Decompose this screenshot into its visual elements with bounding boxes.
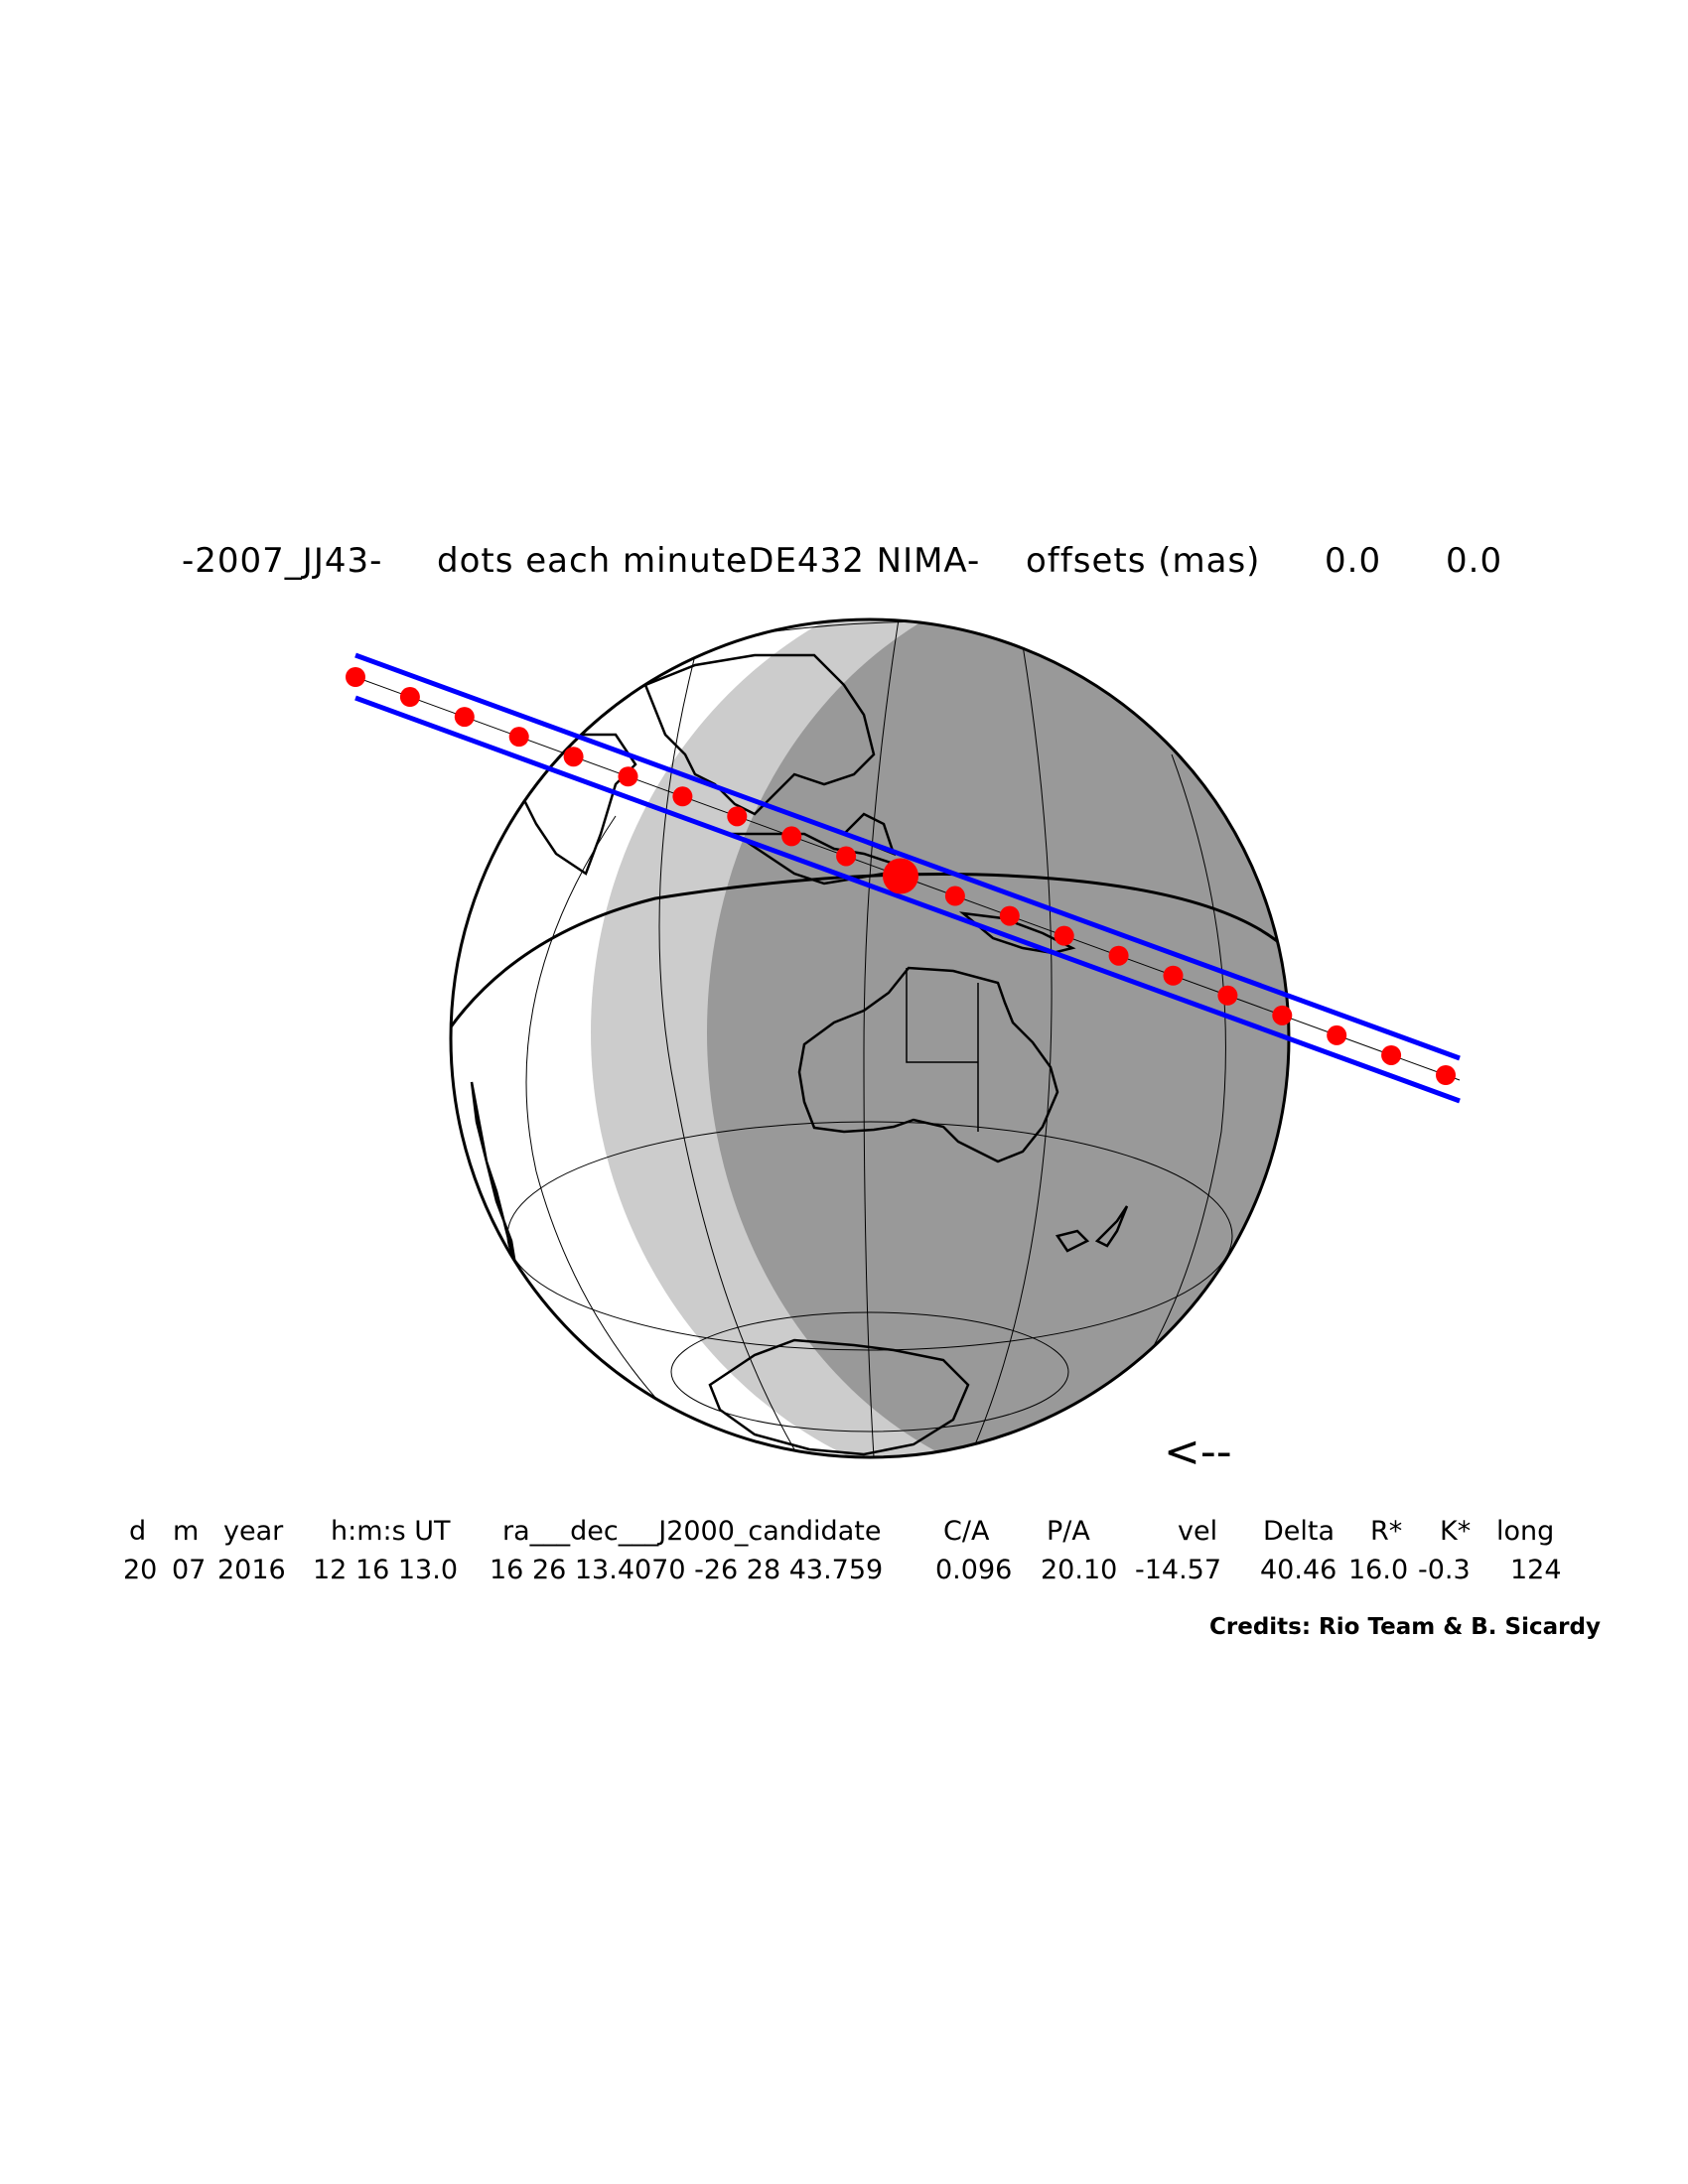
table-header: C/A xyxy=(943,1516,990,1547)
offset-dec-value: 0.0 xyxy=(1446,541,1503,581)
table-header: K* xyxy=(1440,1516,1472,1547)
minute-dot xyxy=(672,786,693,807)
minute-dot xyxy=(1108,945,1129,966)
minute-dot xyxy=(618,766,638,787)
minute-dot xyxy=(727,806,748,827)
antarctica-outline xyxy=(708,1338,970,1456)
minute-dot xyxy=(399,687,420,708)
table-header: Delta xyxy=(1263,1516,1336,1547)
closest-approach-dot xyxy=(883,858,918,894)
table-value: 16.0 xyxy=(1348,1555,1409,1585)
minute-dot xyxy=(454,707,475,728)
australia-outline xyxy=(797,966,1059,1163)
table-header: long xyxy=(1496,1516,1555,1547)
minute-dot xyxy=(1054,925,1074,946)
minute-dot xyxy=(1381,1044,1402,1065)
table-value: 12 16 13.0 xyxy=(313,1555,458,1585)
map-title: -2007_JJ43- dots each minute -DE432 NIMA… xyxy=(0,541,1688,859)
table-value: 07 xyxy=(172,1555,207,1585)
path-limit-north xyxy=(354,652,1461,1061)
object-name: -2007_JJ43- xyxy=(182,541,383,581)
credits: Credits: Rio Team & B. Sicardy xyxy=(1209,1614,1601,1640)
direction-arrow: <-- xyxy=(1164,1427,1232,1477)
minute-dot xyxy=(999,905,1020,926)
minute-dot xyxy=(1327,1024,1347,1045)
africa-coast-outline xyxy=(470,1081,518,1272)
table-header: year xyxy=(223,1516,284,1547)
table-value: 124 xyxy=(1510,1555,1562,1585)
minute-dot xyxy=(1436,1065,1456,1085)
asia-outline xyxy=(643,653,876,816)
minute-dot xyxy=(1217,985,1238,1006)
minute-dot xyxy=(944,886,965,906)
minute-dot xyxy=(563,747,584,767)
minute-dots xyxy=(346,667,1456,1085)
minute-dot xyxy=(346,667,365,687)
table-value: 20.10 xyxy=(1041,1555,1118,1585)
minute-dot xyxy=(836,846,857,867)
table-value: 20 xyxy=(123,1555,158,1585)
table-value: 16 26 13.4070 -26 28 43.759 xyxy=(490,1555,884,1585)
night-side xyxy=(707,619,1289,1457)
minute-dot xyxy=(1163,965,1184,986)
table-header: h:m:s UT xyxy=(331,1516,451,1547)
ephemeris-label: -DE432 NIMA- xyxy=(735,541,981,581)
occultation-path xyxy=(346,652,1461,1104)
offset-ra-value: 0.0 xyxy=(1325,541,1382,581)
graticule xyxy=(506,619,1233,1457)
table-value: -0.3 xyxy=(1418,1555,1471,1585)
new-zealand-outline xyxy=(1055,1205,1129,1253)
table-value: 2016 xyxy=(217,1555,286,1585)
table-header: vel xyxy=(1178,1516,1218,1547)
minute-dot xyxy=(781,826,802,847)
table-value: -14.57 xyxy=(1135,1555,1222,1585)
table-header: R* xyxy=(1370,1516,1403,1547)
minute-dot xyxy=(508,727,529,748)
table-header: ra___dec___J2000_candidate xyxy=(502,1516,882,1547)
table-value: 0.096 xyxy=(935,1555,1013,1585)
table-header: m xyxy=(173,1516,200,1547)
table-header: d xyxy=(129,1516,147,1547)
minute-dot xyxy=(1272,1005,1293,1025)
path-limit-south xyxy=(354,695,1461,1104)
offsets-label: offsets (mas) xyxy=(1026,541,1261,581)
limb-shadow-edge xyxy=(451,873,1289,1033)
table-header: P/A xyxy=(1047,1516,1090,1547)
dots-description: dots each minute xyxy=(437,541,748,581)
australia-borders xyxy=(906,968,979,1132)
table-value: 40.46 xyxy=(1260,1555,1337,1585)
